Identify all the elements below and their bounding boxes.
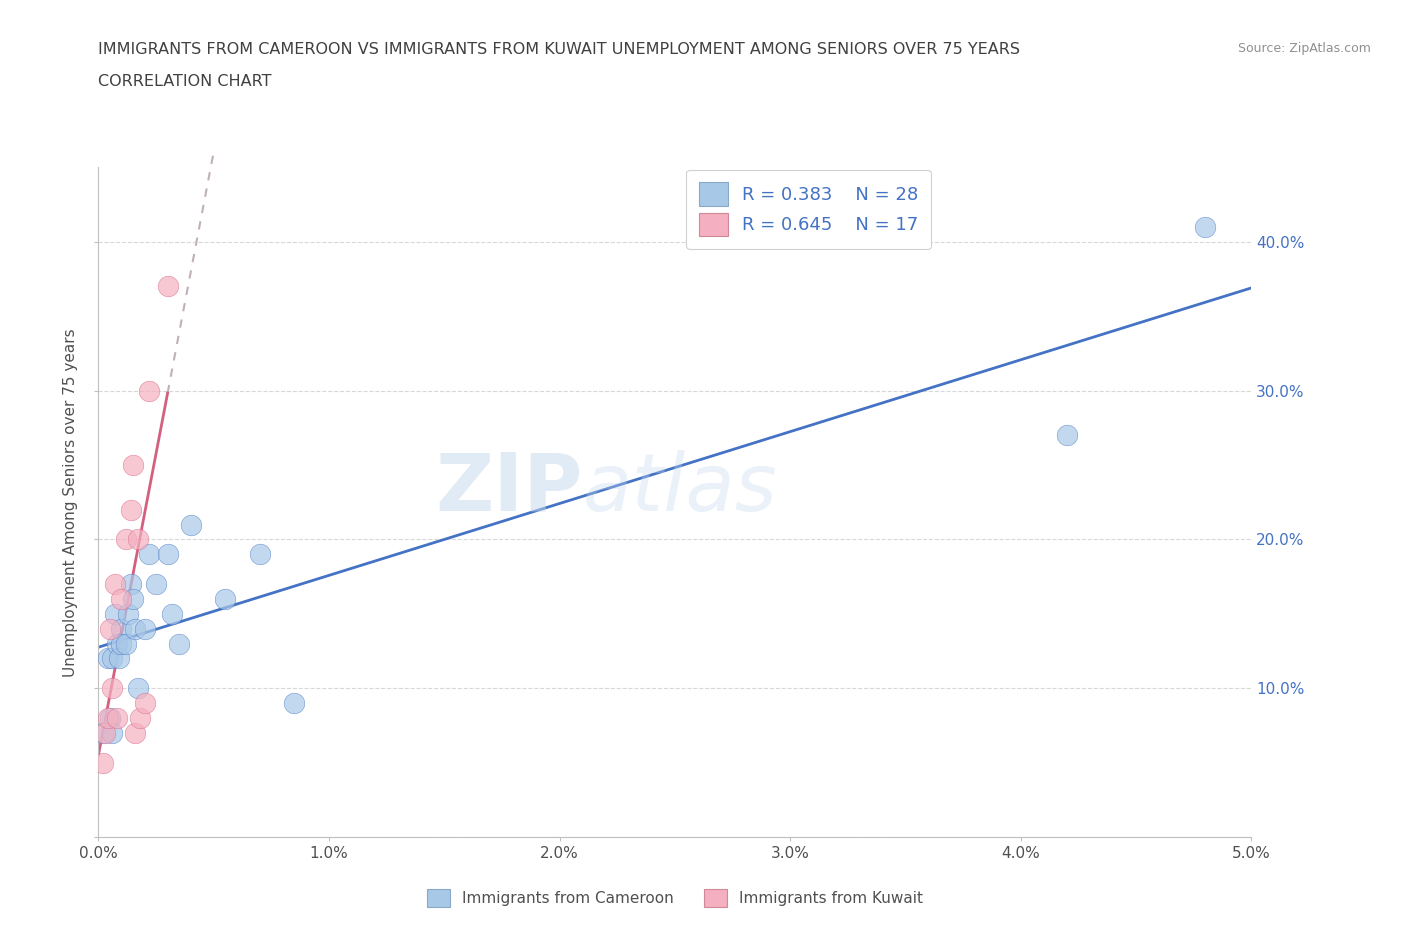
Point [214,591,236,606]
Point [98,621,121,636]
Point [94,725,117,740]
Point [91,755,114,770]
Point [160,606,183,621]
Point [249,547,271,562]
Text: atlas: atlas [582,450,778,528]
Point [124,621,146,636]
Point [101,681,124,696]
Point [120,577,142,591]
Point [283,696,305,711]
Point [105,636,128,651]
Point [115,636,138,651]
Point [110,636,132,651]
Point [156,279,179,294]
Point [138,547,160,562]
Point [110,591,132,606]
Point [129,711,152,725]
Point [91,725,114,740]
Point [127,681,149,696]
Point [105,711,128,725]
Point [101,725,124,740]
Point [122,458,145,472]
Point [115,532,138,547]
Point [97,651,120,666]
Point [108,651,131,666]
Point [103,606,125,621]
Point [1056,428,1078,443]
Point [1194,219,1216,234]
Point [120,502,142,517]
Point [145,577,167,591]
Y-axis label: Unemployment Among Seniors over 75 years: Unemployment Among Seniors over 75 years [63,328,79,676]
Legend: Immigrants from Cameroon, Immigrants from Kuwait: Immigrants from Cameroon, Immigrants fro… [418,880,932,916]
Point [167,636,190,651]
Point [124,725,146,740]
Text: ZIP: ZIP [436,450,582,528]
Text: IMMIGRANTS FROM CAMEROON VS IMMIGRANTS FROM KUWAIT UNEMPLOYMENT AMONG SENIORS OV: IMMIGRANTS FROM CAMEROON VS IMMIGRANTS F… [98,42,1021,57]
Point [127,532,149,547]
Point [134,621,156,636]
Text: Source: ZipAtlas.com: Source: ZipAtlas.com [1237,42,1371,55]
Point [97,711,120,725]
Point [156,547,179,562]
Point [117,606,139,621]
Point [103,577,125,591]
Point [134,696,156,711]
Point [98,711,121,725]
Point [180,517,202,532]
Point [101,651,124,666]
Point [110,621,132,636]
Point [122,591,145,606]
Text: CORRELATION CHART: CORRELATION CHART [98,74,271,89]
Point [138,383,160,398]
